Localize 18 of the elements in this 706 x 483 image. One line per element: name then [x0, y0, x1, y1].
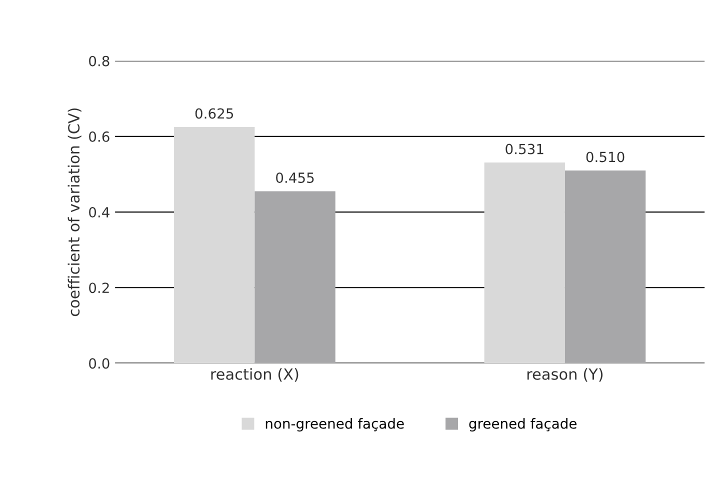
y-tick-label: 0.6: [89, 131, 110, 142]
data-label: 0.455: [276, 172, 314, 184]
bar: [174, 127, 255, 364]
y-tick-label: 0.4: [89, 207, 110, 218]
bar: [254, 191, 336, 364]
data-label: 0.625: [195, 108, 234, 119]
bar: [484, 162, 565, 364]
y-tick-label: 0.2: [89, 282, 109, 294]
x-tick-label: reason (Y): [527, 368, 603, 382]
bar: [564, 170, 646, 364]
y-tick-label: 0.0: [89, 358, 110, 369]
y-axis-title: coefficient of variation (CV): [68, 108, 82, 316]
x-tick-label: reaction (X): [211, 368, 298, 382]
legend-label: greened façade: [469, 418, 576, 432]
y-tick-label: 0.8: [89, 56, 110, 66]
data-label: 0.531: [506, 144, 544, 154]
data-label: 0.510: [586, 152, 624, 162]
legend-label: non-greened façade: [266, 418, 404, 432]
